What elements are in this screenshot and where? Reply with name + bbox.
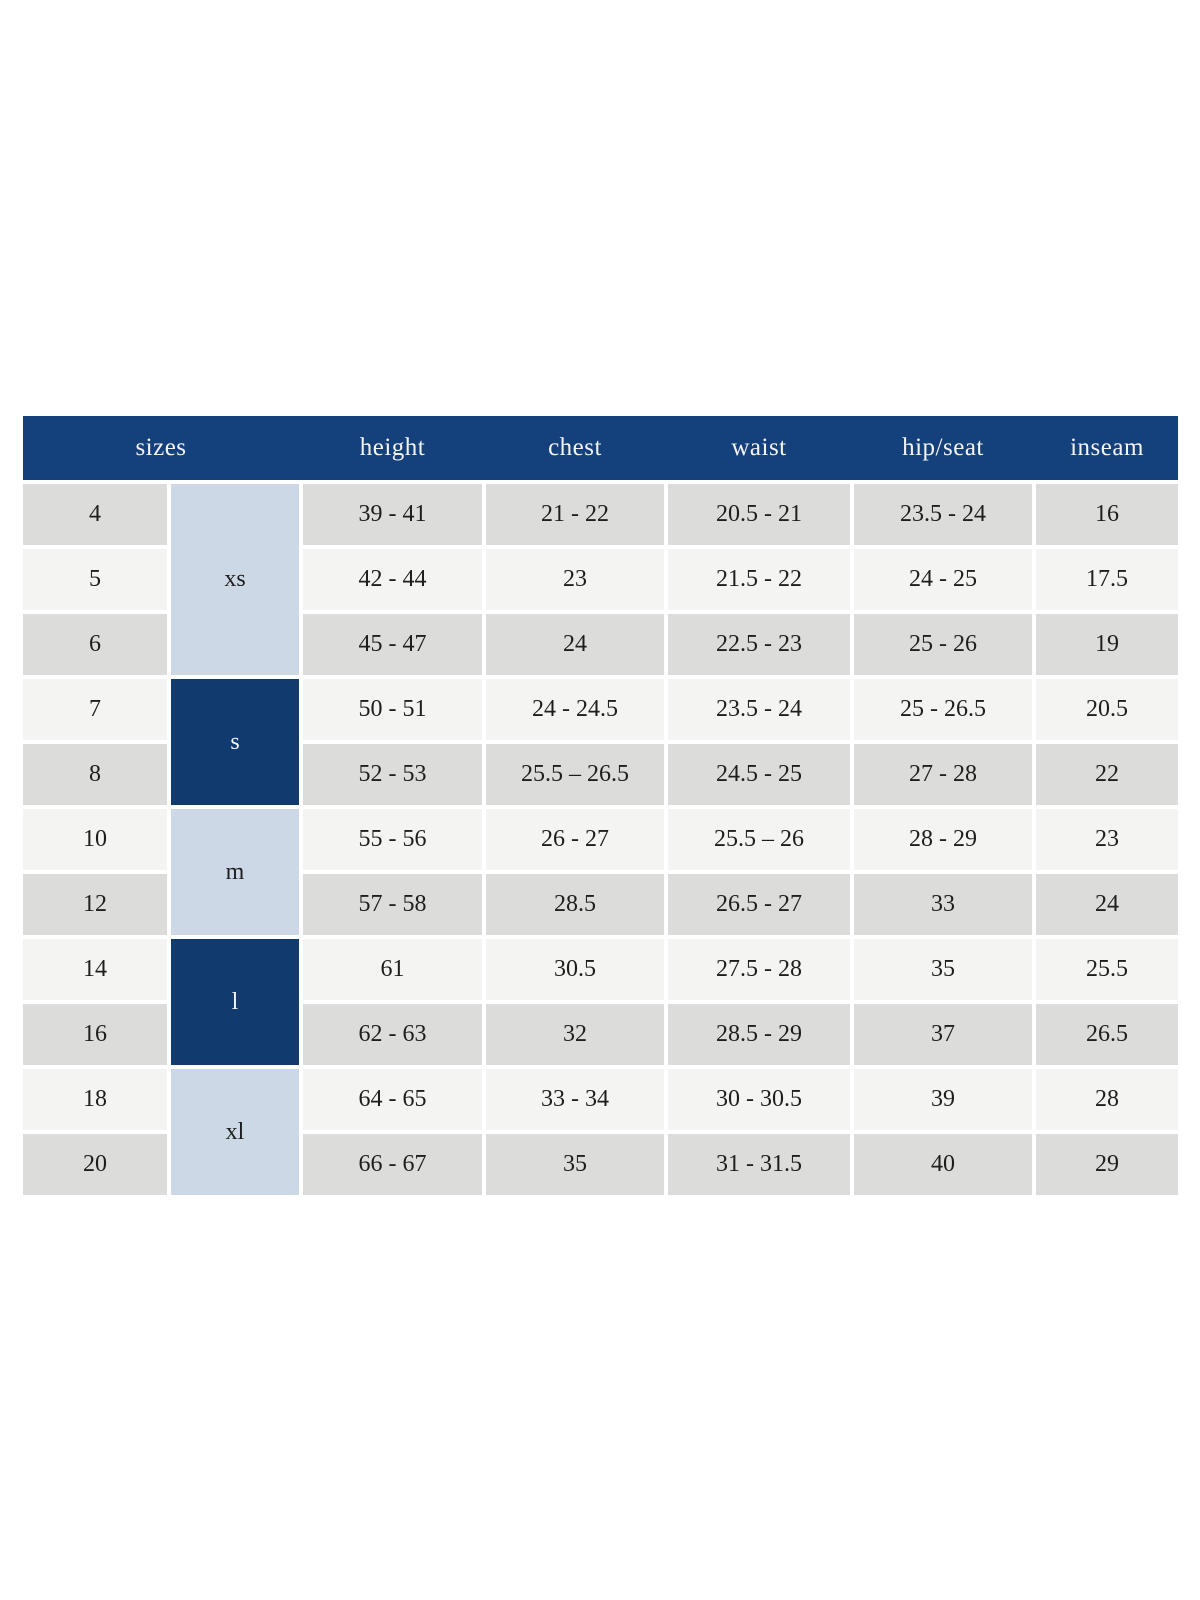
cell-inseam: 16 [1036,484,1178,545]
cell-chest: 35 [486,1134,664,1195]
cell-inseam: 26.5 [1036,1004,1178,1065]
cell-waist: 25.5 – 26 [668,809,850,870]
cell-waist: 21.5 - 22 [668,549,850,610]
cell-chest: 24 - 24.5 [486,679,664,740]
cell-hip-seat: 27 - 28 [854,744,1032,805]
cell-chest: 25.5 – 26.5 [486,744,664,805]
cell-inseam: 29 [1036,1134,1178,1195]
cell-size: 10 [23,809,167,870]
table-header-row: sizes height chest waist hip/seat inseam [23,416,1178,480]
cell-chest: 24 [486,614,664,675]
header-hip-seat: hip/seat [902,434,984,461]
cell-size: 7 [23,679,167,740]
cell-hip-seat: 33 [854,874,1032,935]
group-cell-m: m [171,809,299,935]
cell-inseam: 17.5 [1036,549,1178,610]
cell-inseam: 22 [1036,744,1178,805]
cell-height: 66 - 67 [303,1134,482,1195]
size-chart-table: sizes height chest waist hip/seat inseam… [23,416,1178,1195]
group-cell-xs: xs [171,484,299,675]
cell-chest: 33 - 34 [486,1069,664,1130]
cell-size: 20 [23,1134,167,1195]
cell-waist: 30 - 30.5 [668,1069,850,1130]
cell-size: 16 [23,1004,167,1065]
cell-chest: 26 - 27 [486,809,664,870]
cell-inseam: 20.5 [1036,679,1178,740]
group-cell-s: s [171,679,299,805]
cell-height: 52 - 53 [303,744,482,805]
cell-waist: 24.5 - 25 [668,744,850,805]
cell-inseam: 25.5 [1036,939,1178,1000]
cell-inseam: 24 [1036,874,1178,935]
cell-height: 64 - 65 [303,1069,482,1130]
cell-hip-seat: 37 [854,1004,1032,1065]
cell-size: 5 [23,549,167,610]
cell-hip-seat: 25 - 26 [854,614,1032,675]
cell-inseam: 28 [1036,1069,1178,1130]
header-waist: waist [731,434,787,461]
cell-hip-seat: 24 - 25 [854,549,1032,610]
cell-chest: 28.5 [486,874,664,935]
cell-size: 8 [23,744,167,805]
cell-height: 39 - 41 [303,484,482,545]
group-cell-l: l [171,939,299,1065]
cell-height: 61 [303,939,482,1000]
cell-waist: 27.5 - 28 [668,939,850,1000]
header-inseam: inseam [1070,434,1144,461]
cell-hip-seat: 28 - 29 [854,809,1032,870]
cell-height: 57 - 58 [303,874,482,935]
cell-chest: 30.5 [486,939,664,1000]
cell-hip-seat: 35 [854,939,1032,1000]
cell-height: 55 - 56 [303,809,482,870]
cell-height: 42 - 44 [303,549,482,610]
cell-waist: 28.5 - 29 [668,1004,850,1065]
cell-size: 14 [23,939,167,1000]
cell-waist: 23.5 - 24 [668,679,850,740]
cell-waist: 26.5 - 27 [668,874,850,935]
header-height: height [359,434,426,461]
cell-hip-seat: 23.5 - 24 [854,484,1032,545]
cell-height: 45 - 47 [303,614,482,675]
header-chest: chest [548,434,602,461]
cell-chest: 23 [486,549,664,610]
cell-chest: 21 - 22 [486,484,664,545]
cell-size: 4 [23,484,167,545]
cell-hip-seat: 39 [854,1069,1032,1130]
cell-inseam: 19 [1036,614,1178,675]
cell-waist: 20.5 - 21 [668,484,850,545]
header-sizes: sizes [135,434,187,461]
cell-size: 18 [23,1069,167,1130]
cell-chest: 32 [486,1004,664,1065]
cell-waist: 31 - 31.5 [668,1134,850,1195]
cell-size: 12 [23,874,167,935]
cell-hip-seat: 40 [854,1134,1032,1195]
cell-hip-seat: 25 - 26.5 [854,679,1032,740]
cell-inseam: 23 [1036,809,1178,870]
cell-waist: 22.5 - 23 [668,614,850,675]
cell-size: 6 [23,614,167,675]
cell-height: 62 - 63 [303,1004,482,1065]
cell-height: 50 - 51 [303,679,482,740]
group-cell-xl: xl [171,1069,299,1195]
